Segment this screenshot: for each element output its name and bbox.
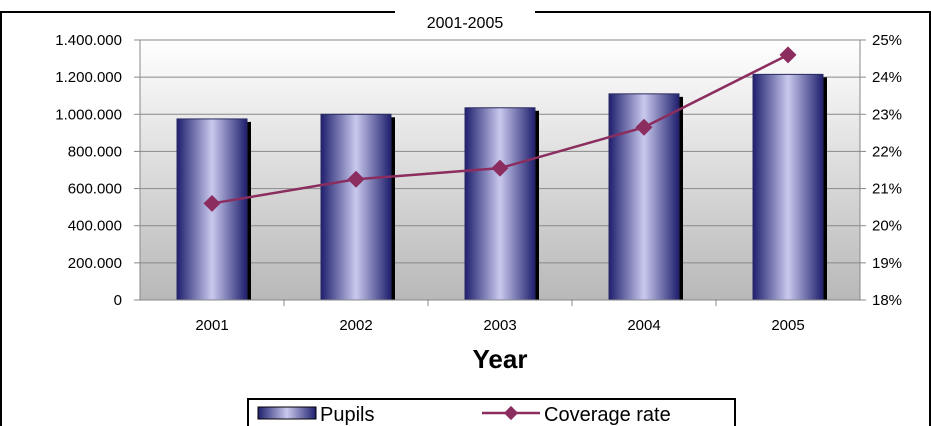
legend-swatch-pupils — [257, 406, 317, 420]
right-tick-label: 25% — [872, 32, 902, 49]
coverage-rate-point-2004 — [635, 118, 653, 136]
bars-layer — [176, 73, 827, 301]
x-tick-label: 2002 — [339, 317, 372, 334]
left-tick-label: 0 — [114, 292, 122, 309]
legend-label-pupils: Pupils — [320, 404, 374, 426]
x-tick-label: 2001 — [195, 317, 228, 334]
coverage-rate-point-2001 — [203, 194, 221, 212]
coverage-rate-point-2002 — [347, 170, 365, 188]
right-tick-label: 20% — [872, 218, 902, 235]
right-tick-label: 18% — [872, 292, 902, 309]
left-tick-label: 800.000 — [68, 143, 122, 160]
x-tick-label: 2005 — [771, 317, 804, 334]
left-tick-label: 400.000 — [68, 218, 122, 235]
legend-swatch-coverage-marker — [503, 405, 519, 421]
x-axis-label: Year — [473, 344, 528, 374]
line-layer — [203, 46, 797, 212]
bar-pupils-2002 — [320, 113, 392, 301]
left-tick-label: 600.000 — [68, 181, 122, 198]
left-axis-ticks: 0 200.000 400.000 600.000 800.000 1.000.000 1.… — [55, 32, 140, 309]
x-axis-ticks: 2001 2002 2003 2004 2005 — [195, 300, 805, 334]
right-tick-label: 21% — [872, 181, 902, 198]
left-tick-label: 1.400.000 — [55, 32, 122, 49]
right-tick-label: 19% — [872, 255, 902, 272]
chart-title-bg — [395, 10, 535, 32]
bar-pupils-2003 — [464, 107, 536, 301]
coverage-rate-point-2003 — [491, 159, 509, 177]
left-tick-label: 1.200.000 — [55, 69, 122, 86]
coverage-rate-point-2005 — [779, 46, 797, 64]
x-tick-label: 2003 — [483, 317, 516, 334]
x-tick-label: 2004 — [627, 317, 660, 334]
left-tick-label: 1.000.000 — [55, 106, 122, 123]
legend: Pupils Coverage rate — [247, 398, 736, 426]
left-tick-label: 200.000 — [68, 255, 122, 272]
right-tick-label: 23% — [872, 106, 902, 123]
bar-pupils-2005 — [752, 73, 824, 301]
legend-label-coverage: Coverage rate — [544, 404, 671, 426]
right-tick-label: 22% — [872, 143, 902, 160]
right-tick-label: 24% — [872, 69, 902, 86]
right-axis-ticks: 18% 19% 20% 21% 22% 23% 24% 25% — [860, 32, 902, 309]
chart-title: 2001-2005 — [427, 15, 504, 32]
